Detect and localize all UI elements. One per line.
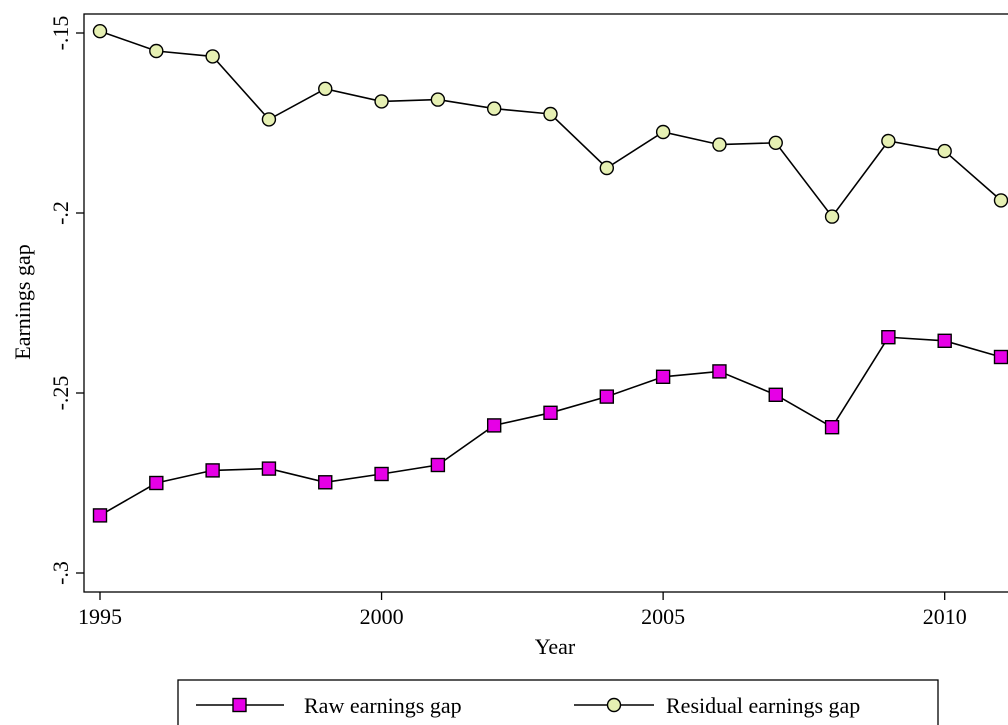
data-point-circle bbox=[430, 92, 446, 107]
data-point-circle bbox=[318, 81, 333, 97]
data-point-square bbox=[937, 333, 952, 348]
x-axis-title: Year bbox=[535, 634, 576, 659]
data-point-circle bbox=[599, 160, 615, 176]
data-point-square bbox=[318, 475, 333, 490]
legend-marker-residual bbox=[606, 697, 622, 713]
data-point-square bbox=[374, 466, 389, 482]
legend-label-residual: Residual earnings gap bbox=[666, 693, 860, 718]
data-point-circle bbox=[374, 94, 389, 109]
data-point-square bbox=[486, 418, 502, 433]
data-point-square bbox=[712, 364, 727, 379]
data-point-square bbox=[824, 420, 840, 435]
data-point-circle bbox=[205, 49, 220, 64]
series-layer bbox=[92, 24, 1008, 523]
x-tick-label: 2005 bbox=[641, 604, 685, 629]
y-tick-label: -.2 bbox=[48, 201, 73, 225]
x-axis: 1995 2000 2005 2010 bbox=[78, 592, 967, 629]
data-point-square bbox=[543, 405, 558, 420]
legend-label-raw: Raw earnings gap bbox=[304, 693, 462, 718]
data-point-square bbox=[430, 457, 446, 473]
y-tick-label: -.25 bbox=[48, 376, 73, 411]
data-point-square bbox=[993, 349, 1008, 365]
data-point-circle bbox=[768, 135, 783, 151]
y-axis: -.3 -.25 -.2 -.15 bbox=[48, 16, 84, 585]
data-point-circle bbox=[261, 112, 277, 127]
data-point-square bbox=[205, 463, 220, 478]
legend-frame bbox=[177, 679, 939, 725]
data-point-square bbox=[261, 461, 277, 476]
data-point-circle bbox=[993, 193, 1008, 208]
plot-frame bbox=[83, 13, 1008, 593]
data-point-square bbox=[881, 330, 896, 345]
data-point-square bbox=[599, 389, 615, 404]
x-tick-label: 1995 bbox=[78, 604, 122, 629]
y-tick-label: -.15 bbox=[48, 16, 73, 51]
data-point-circle bbox=[92, 24, 108, 39]
x-tick-label: 2000 bbox=[360, 604, 404, 629]
y-axis-title: Earnings gap bbox=[10, 244, 35, 359]
data-point-square bbox=[92, 508, 108, 523]
y-tick-label: -.3 bbox=[48, 561, 73, 585]
data-point-circle bbox=[824, 209, 840, 224]
data-point-circle bbox=[655, 124, 671, 140]
x-tick-label: 2010 bbox=[923, 604, 967, 629]
data-point-square bbox=[768, 387, 783, 402]
data-point-circle bbox=[712, 137, 727, 152]
data-point-circle bbox=[937, 143, 952, 159]
legend: Raw earnings gap Residual earnings gap bbox=[177, 679, 939, 725]
data-point-circle bbox=[543, 106, 558, 122]
data-point-circle bbox=[486, 101, 502, 116]
data-point-square bbox=[149, 475, 164, 491]
data-point-circle bbox=[149, 43, 164, 59]
data-point-circle bbox=[881, 133, 896, 149]
data-point-square bbox=[655, 369, 671, 384]
legend-marker-raw bbox=[232, 697, 247, 713]
